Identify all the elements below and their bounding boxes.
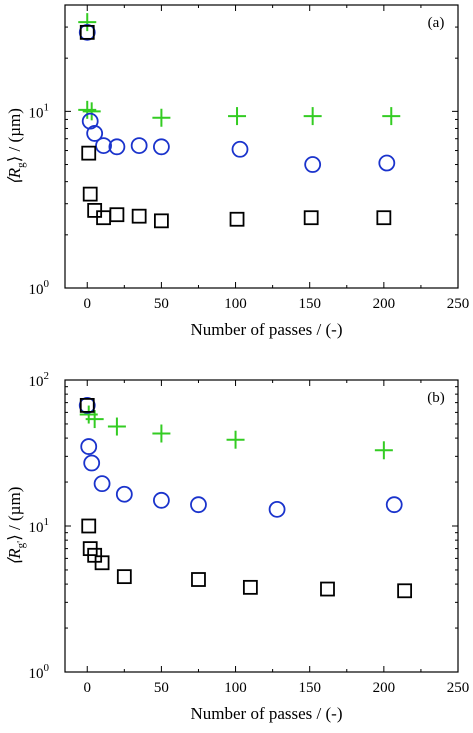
plus-marker xyxy=(85,410,104,429)
circle-marker xyxy=(385,496,403,514)
x-tick-label: 50 xyxy=(154,296,169,312)
circle-marker xyxy=(108,138,126,156)
circle-marker xyxy=(95,137,112,154)
plus-marker xyxy=(107,417,126,436)
panel-label-a: (a) xyxy=(428,15,445,31)
square-marker xyxy=(87,547,103,563)
plus-marker xyxy=(382,107,401,126)
circle-marker xyxy=(190,496,207,514)
plus-marker xyxy=(226,430,245,449)
plus-marker xyxy=(152,108,171,127)
square-marker xyxy=(82,186,98,202)
x-tick-label: 100 xyxy=(224,296,247,312)
data-marks-a xyxy=(78,13,401,229)
y-tick-label: 100 xyxy=(29,278,50,298)
x-tick-label: 200 xyxy=(373,296,396,312)
square-marker xyxy=(229,211,245,227)
y-axis-ticks-b: 100 101 102 xyxy=(29,370,458,682)
circle-marker xyxy=(83,454,101,472)
data-marks-b xyxy=(78,396,413,599)
y-axis-title-b: ⟨Rg'⟩ / (µm) xyxy=(5,487,27,566)
y-tick-label: 101 xyxy=(29,516,50,536)
x-tick-label: 50 xyxy=(154,680,169,696)
y-axis-title-sub-b: g' xyxy=(15,541,27,549)
y-axis-title-main-a: ⟨R xyxy=(5,167,24,185)
plus-marker xyxy=(152,424,171,443)
plus-marker xyxy=(228,107,247,126)
square-marker xyxy=(303,210,319,226)
y-axis-title-rest-b: ⟩ / (µm) xyxy=(5,487,24,541)
circle-marker xyxy=(93,475,111,493)
circle-marker xyxy=(81,112,99,130)
circle-marker xyxy=(231,140,249,158)
panel-label-b: (b) xyxy=(427,390,445,406)
square-marker xyxy=(320,581,335,597)
circle-marker xyxy=(268,500,286,518)
chart-panel-b: 100 101 102 0 50 100 150 200 250 (b) Number of … xyxy=(5,370,469,723)
circle-marker xyxy=(86,125,104,142)
plot-frame-b xyxy=(64,379,459,673)
square-marker xyxy=(81,145,97,161)
x-tick-label: 150 xyxy=(298,296,321,312)
square-marker xyxy=(94,555,110,571)
plus-marker xyxy=(78,100,97,119)
plus-marker xyxy=(303,107,322,126)
x-axis-title-b: Number of passes / (-) xyxy=(190,704,342,723)
x-axis-ticks-b: 0 50 100 150 200 250 xyxy=(83,380,469,696)
square-marker xyxy=(116,569,132,585)
x-axis-title-a: Number of passes / (-) xyxy=(190,320,342,339)
x-tick-label: 250 xyxy=(447,296,470,312)
plus-marker xyxy=(78,13,97,32)
circle-marker xyxy=(304,156,322,173)
square-marker xyxy=(81,518,97,534)
y-axis-ticks-a: 100 101 xyxy=(29,26,458,298)
circle-marker xyxy=(152,491,170,509)
x-tick-label: 150 xyxy=(298,680,321,696)
y-tick-label: 101 xyxy=(29,101,50,121)
y-axis-title-a: ⟨Rg⟩ / (µm) xyxy=(5,108,27,185)
y-tick-label: 102 xyxy=(29,370,50,390)
plus-marker xyxy=(374,441,393,460)
y-axis-title-sub-a: g xyxy=(15,162,27,168)
x-tick-label: 0 xyxy=(83,296,91,312)
circle-marker xyxy=(78,23,96,41)
square-marker xyxy=(153,213,169,229)
square-marker xyxy=(109,207,125,223)
chart-panel-a: 100 101 0 50 100 150 200 250 (a) Number of pas… xyxy=(5,4,469,339)
plot-frame-a xyxy=(64,4,459,289)
square-marker xyxy=(397,583,413,599)
square-marker xyxy=(376,210,392,226)
x-tick-label: 100 xyxy=(224,680,247,696)
x-axis-ticks-a: 0 50 100 150 200 250 xyxy=(83,5,469,312)
circle-marker xyxy=(378,154,396,172)
square-marker xyxy=(79,397,95,413)
circle-marker xyxy=(130,137,148,154)
x-tick-label: 0 xyxy=(83,680,91,696)
square-marker xyxy=(242,579,258,595)
circle-marker xyxy=(152,138,170,156)
x-tick-label: 250 xyxy=(447,680,470,696)
square-marker xyxy=(131,208,147,224)
y-tick-label: 100 xyxy=(29,662,50,682)
circle-marker xyxy=(115,485,133,503)
y-axis-title-main-b: ⟨R xyxy=(5,548,24,566)
plus-marker xyxy=(82,102,101,121)
circle-marker xyxy=(78,396,96,414)
y-axis-title-rest-a: ⟩ / (µm) xyxy=(5,108,24,162)
square-marker xyxy=(191,572,206,587)
square-marker xyxy=(79,24,95,40)
x-tick-label: 200 xyxy=(373,680,396,696)
circle-marker xyxy=(80,438,98,455)
